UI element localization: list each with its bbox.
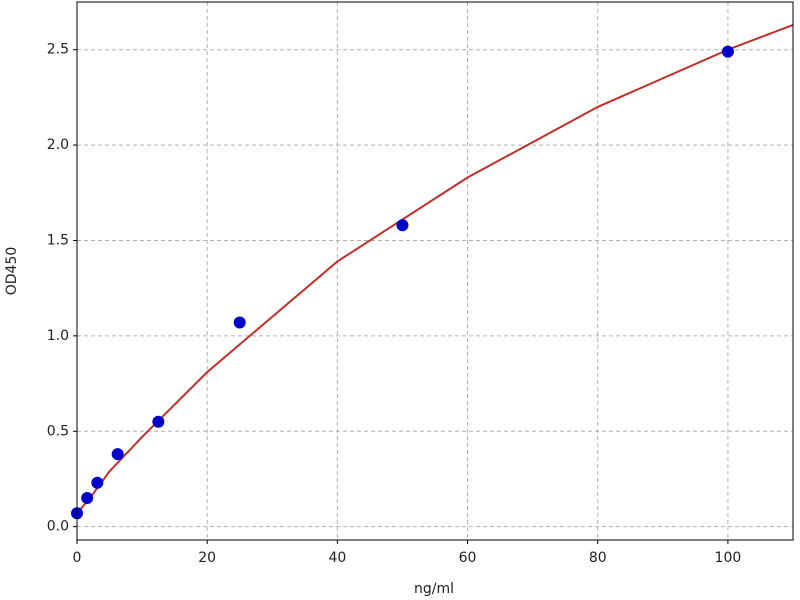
x-tick-label: 80 [589,550,607,566]
x-tick-label: 60 [459,550,477,566]
x-tick-label: 40 [328,550,346,566]
x-tick-label: 0 [73,550,82,566]
y-tick-label: 2.0 [47,137,69,153]
y-tick-label: 0.0 [47,519,69,535]
data-point [721,45,734,58]
fit-curve [76,23,794,514]
x-tick-label: 100 [715,550,742,566]
y-tick-label: 0.5 [47,423,69,439]
data-point [396,219,409,232]
data-point [233,316,246,329]
data-point [111,448,124,461]
plot-frame [76,1,794,541]
data-point [152,415,165,428]
x-tick-label: 20 [198,550,216,566]
data-point [91,476,104,489]
x-axis-label: ng/ml [414,581,454,597]
y-axis-label: OD450 [4,247,20,296]
data-point [81,492,94,505]
y-tick-label: 1.0 [47,328,69,344]
y-tick-label: 1.5 [47,232,69,248]
y-tick-label: 2.5 [47,42,69,58]
